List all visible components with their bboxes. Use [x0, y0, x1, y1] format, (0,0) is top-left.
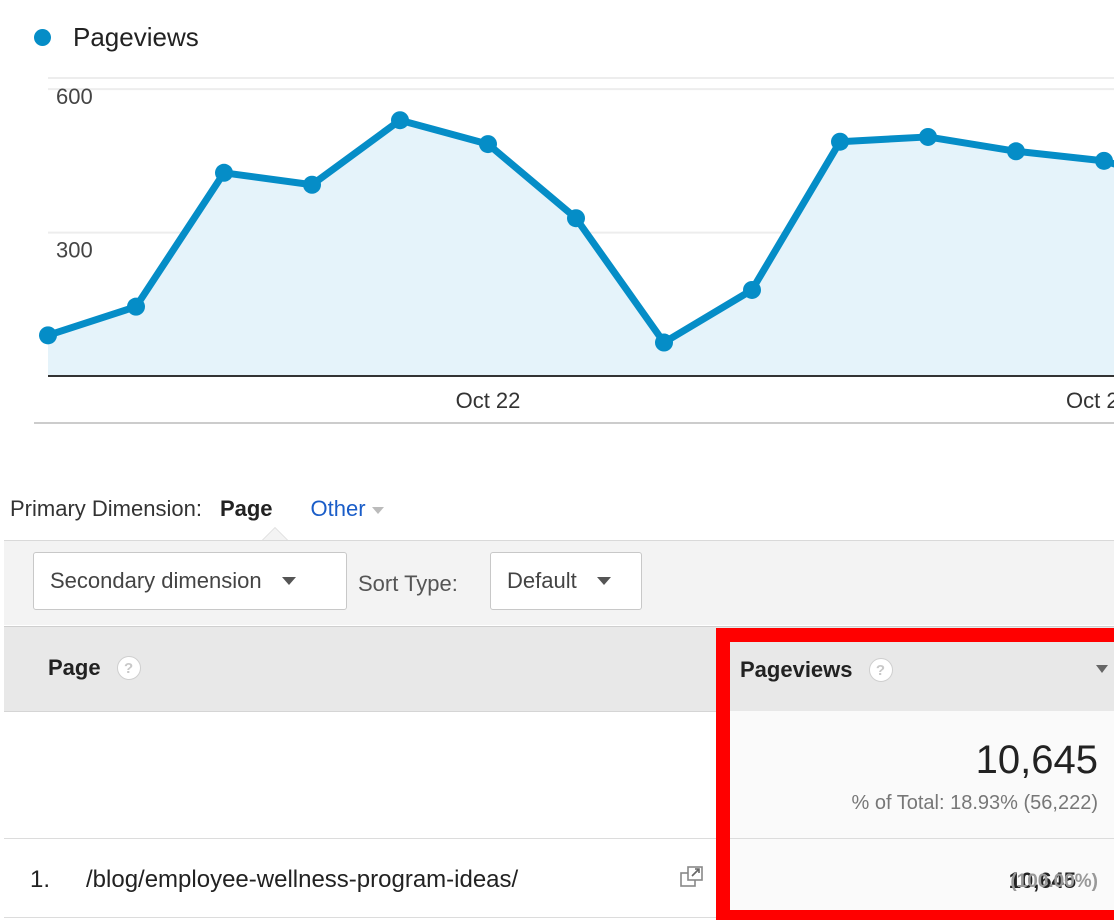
- series-area: [48, 120, 1114, 376]
- help-icon[interactable]: ?: [868, 658, 893, 682]
- sort-type-value: Default: [507, 568, 577, 593]
- data-point[interactable]: [743, 280, 761, 299]
- data-point[interactable]: [39, 326, 57, 345]
- data-point[interactable]: [655, 333, 673, 352]
- column-header-pageviews[interactable]: Pageviews ?: [740, 657, 893, 683]
- row-divider: [4, 838, 1114, 839]
- pageviews-column-bg: [730, 711, 1114, 917]
- secondary-dimension-label: Secondary dimension: [50, 568, 262, 593]
- primary-dimension-other[interactable]: Other: [311, 496, 384, 522]
- total-pageviews: 10,645: [975, 738, 1098, 782]
- pageviews-chart: 300 600 Oct 22 Oct 2: [34, 77, 1114, 424]
- primary-dimension-label: Primary Dimension:: [10, 496, 202, 521]
- primary-dimension-page[interactable]: Page: [219, 496, 273, 521]
- data-point[interactable]: [567, 209, 585, 228]
- row-pageviews: 10,645: [1008, 868, 1076, 893]
- primary-dimension-other-label: Other: [310, 496, 366, 521]
- sort-type-label: Sort Type:: [358, 571, 458, 596]
- data-point[interactable]: [919, 127, 937, 146]
- y-tick-label: 600: [56, 84, 93, 109]
- row-number: 1.: [30, 866, 51, 893]
- row-pageviews-percent: (100.00%): [1010, 871, 1098, 892]
- table-header: Page ? Pageviews ?: [4, 626, 1114, 712]
- y-tick-label: 300: [56, 238, 93, 263]
- column-header-pageviews-label: Pageviews: [740, 657, 853, 682]
- chevron-down-icon: [281, 577, 296, 585]
- active-dimension-pointer: [262, 527, 288, 540]
- total-percentage: % of Total: 18.93% (56,222): [851, 792, 1098, 814]
- series-line: [46, 116, 1114, 347]
- series-points: [39, 111, 1113, 352]
- data-point[interactable]: [391, 111, 409, 130]
- external-link-icon[interactable]: [680, 866, 704, 888]
- legend-label: Pageviews: [73, 22, 199, 52]
- table-toolbar: Secondary dimension Sort Type: Default: [4, 540, 1114, 625]
- x-tick-label: Oct 22: [456, 388, 521, 413]
- sort-descending-icon[interactable]: [1096, 665, 1108, 673]
- data-point[interactable]: [831, 132, 849, 151]
- chevron-down-icon: [596, 577, 611, 585]
- sort-type-dropdown[interactable]: Default: [490, 552, 642, 610]
- primary-dimension-bar: Primary Dimension: Page Other: [10, 496, 384, 522]
- data-point[interactable]: [1007, 142, 1025, 161]
- y-tick-labels: 300 600: [56, 84, 93, 263]
- data-point[interactable]: [215, 163, 233, 182]
- column-header-page[interactable]: Page ?: [48, 655, 141, 681]
- row-page-link[interactable]: /blog/employee-wellness-program-ideas/: [86, 866, 519, 893]
- secondary-dimension-dropdown[interactable]: Secondary dimension: [33, 552, 347, 610]
- chevron-down-icon: [371, 506, 384, 514]
- help-icon[interactable]: ?: [116, 656, 141, 680]
- chart-legend[interactable]: Pageviews: [34, 22, 199, 53]
- data-point[interactable]: [303, 175, 321, 194]
- data-point[interactable]: [479, 135, 497, 154]
- row-divider: [4, 917, 1114, 918]
- legend-dot-icon: [34, 29, 51, 46]
- x-tick-labels: Oct 22 Oct 2: [456, 388, 1114, 413]
- data-point[interactable]: [127, 297, 145, 316]
- data-point[interactable]: [1095, 151, 1113, 170]
- column-header-page-label: Page: [48, 655, 101, 680]
- x-tick-label: Oct 2: [1066, 388, 1114, 413]
